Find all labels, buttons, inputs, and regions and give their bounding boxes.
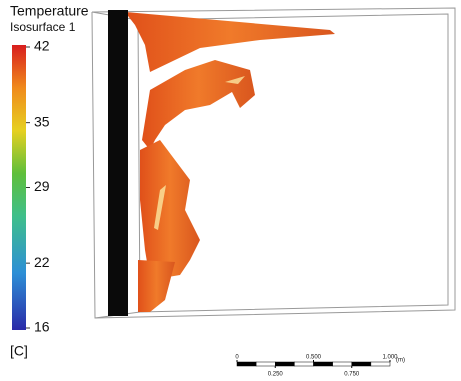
scale-tick-label: 0.750 — [344, 372, 360, 378]
scale-tick-label: 1.000 — [382, 355, 398, 361]
legend-tick-label: 35 — [34, 113, 50, 129]
legend-tick-label: 22 — [34, 254, 50, 270]
scale-tick-label: 0.500 — [306, 355, 322, 361]
scale-segment — [352, 362, 371, 366]
legend-subtitle: Isosurface 1 — [10, 20, 76, 34]
legend-tick-label: 16 — [34, 319, 50, 335]
scale-segment — [237, 362, 256, 366]
scale-tick-label: 0.250 — [268, 372, 284, 378]
legend-tick-label: 42 — [34, 38, 50, 54]
viewport: Temperature Isosurface 1 [C] (m) 4235292… — [0, 0, 461, 381]
legend-unit: [C] — [10, 343, 28, 359]
scale-segment — [294, 362, 313, 366]
wall — [108, 10, 128, 316]
scale-segment — [314, 362, 333, 366]
scale-segment — [371, 362, 390, 366]
colorbar — [12, 45, 26, 330]
scale-segment — [275, 362, 294, 366]
legend-tick-label: 29 — [34, 178, 50, 194]
scale-segment — [256, 362, 275, 366]
scale-tick-label: 0 — [235, 355, 239, 361]
scale-segment — [333, 362, 352, 366]
isosurface — [125, 12, 335, 312]
legend-title: Temperature — [10, 3, 89, 19]
